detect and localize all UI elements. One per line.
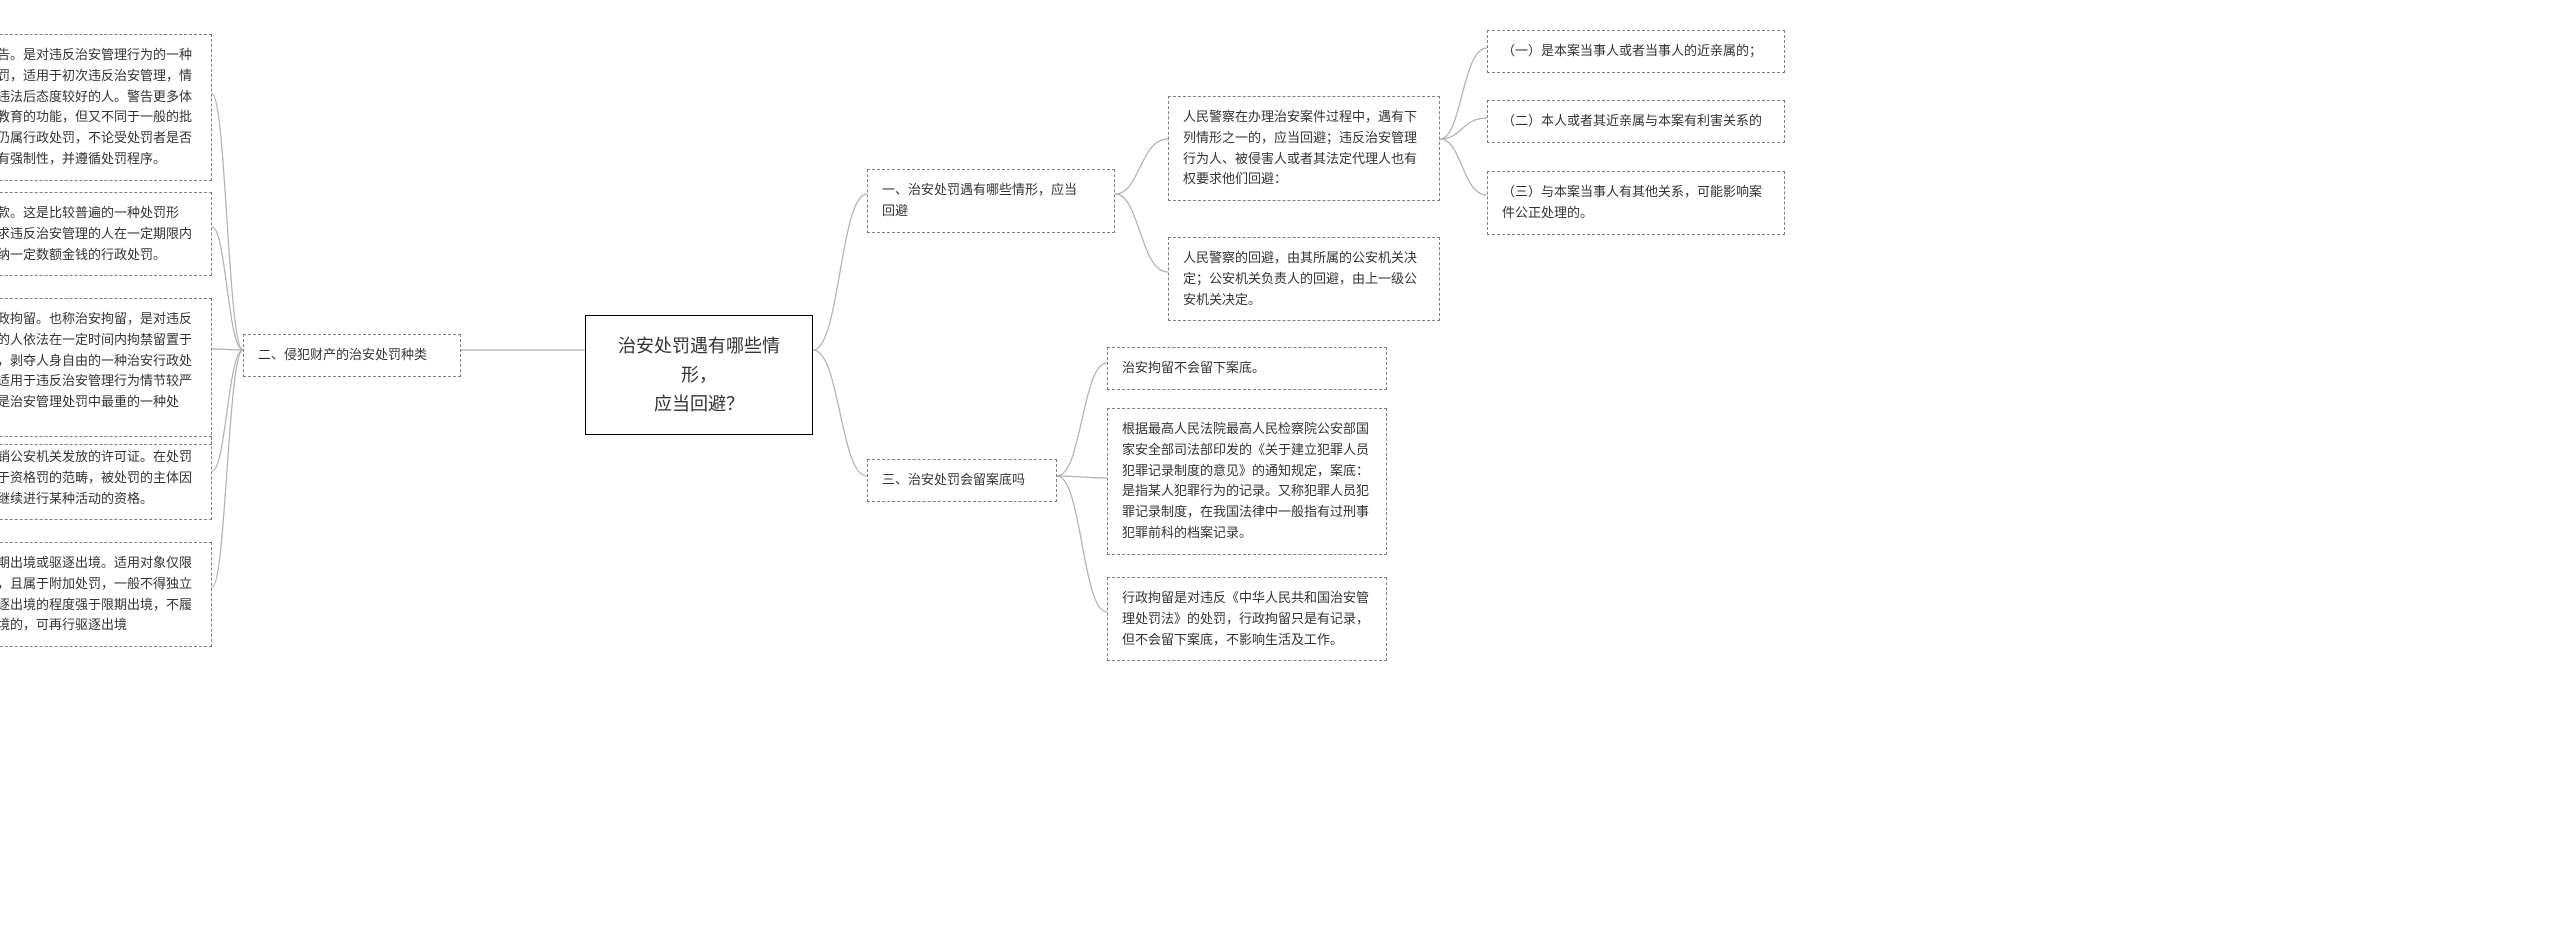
branch-2-item-1: （一）警告。是对违反治安管理行为的一种最轻的处罚，适用于初次违反治安管理，情节轻…: [0, 34, 212, 181]
branch-1-sub2: 人民警察的回避，由其所属的公安机关决定；公安机关负责人的回避，由上一级公安机关决…: [1168, 237, 1440, 321]
branch-1-sub1-item-3: （三）与本案当事人有其他关系，可能影响案件公正处理的。: [1487, 171, 1785, 235]
branch-1-sub1-item-2: （二）本人或者其近亲属与本案有利害关系的: [1487, 100, 1785, 143]
root-title-1: 治安处罚遇有哪些情形，: [618, 336, 780, 385]
branch-2-item-4: （四）吊销公安机关发放的许可证。在处罚性质上属于资格罚的范畴，被处罚的主体因此失…: [0, 436, 212, 520]
branch-1-title: 一、治安处罚遇有哪些情形，应当 回避: [867, 169, 1115, 233]
branch-2-title: 二、侵犯财产的治安处罚种类: [243, 334, 461, 377]
branch-2-item-3: （三）行政拘留。也称治安拘留，是对违反治安管理的人依法在一定时间内拘禁留置于法定…: [0, 298, 212, 445]
branch-2-item-5: （五）限期出境或驱逐出境。适用对象仅限于外国人，且属于附加处罚，一般不得独立适用…: [0, 542, 212, 647]
branch-3-item-1: 治安拘留不会留下案底。: [1107, 347, 1387, 390]
branch-3-item-3: 行政拘留是对违反《中华人民共和国治安管理处罚法》的处罚，行政拘留只是有记录，但不…: [1107, 577, 1387, 661]
root-node: 治安处罚遇有哪些情形， 应当回避？: [585, 315, 813, 435]
branch-3-item-2: 根据最高人民法院最高人民检察院公安部国家安全部司法部印发的《关于建立犯罪人员犯罪…: [1107, 408, 1387, 555]
branch-1-sub1-item-1: （一）是本案当事人或者当事人的近亲属的；: [1487, 30, 1785, 73]
root-title-2: 应当回避？: [654, 394, 744, 414]
branch-1-sub1: 人民警察在办理治安案件过程中，遇有下列情形之一的，应当回避；违反治安管理行为人、…: [1168, 96, 1440, 201]
branch-2-item-2: （二）罚款。这是比较普遍的一种处罚形式，是要求违反治安管理的人在一定期限内向国家…: [0, 192, 212, 276]
branch-3-title: 三、治安处罚会留案底吗: [867, 459, 1057, 502]
